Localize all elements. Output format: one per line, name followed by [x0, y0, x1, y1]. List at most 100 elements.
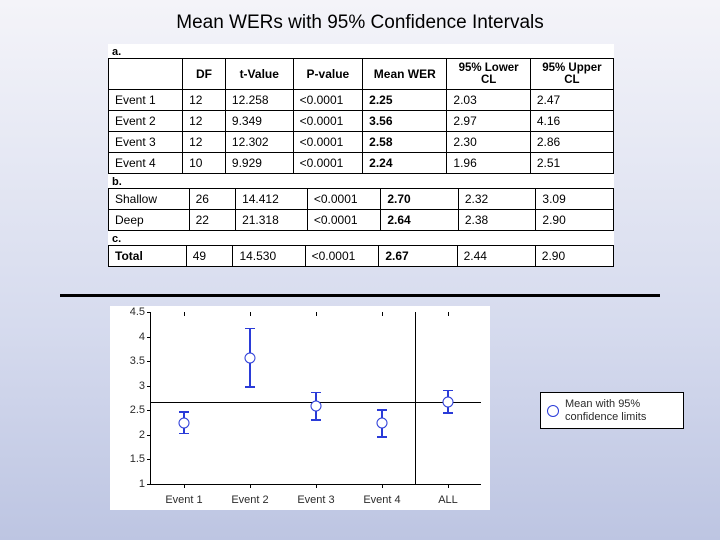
table-section-label: a. — [108, 44, 614, 58]
table-cell: Event 4 — [109, 153, 183, 174]
section-divider — [60, 294, 660, 297]
table-cell: 12.302 — [225, 132, 293, 153]
table-header-cell: t-Value — [225, 59, 293, 90]
x-tick — [382, 484, 383, 488]
table-header-cell: Mean WER — [363, 59, 447, 90]
table-cell: 2.51 — [530, 153, 613, 174]
y-tick-label: 4.5 — [117, 306, 145, 318]
table-section-label: c. — [108, 231, 614, 245]
table-cell: 22 — [189, 210, 235, 231]
x-tick-label: ALL — [438, 494, 458, 506]
x-tick — [316, 312, 317, 316]
page: Mean WERs with 95% Confidence Intervals … — [0, 0, 720, 540]
table-cell: 21.318 — [236, 210, 308, 231]
table-header-cell: P-value — [293, 59, 363, 90]
table-cell: <0.0001 — [293, 90, 363, 111]
table-section-label: b. — [108, 174, 614, 188]
table-cell: Shallow — [109, 189, 190, 210]
table-section: DFt-ValueP-valueMean WER95% LowerCL95% U… — [108, 58, 614, 174]
y-tick-label: 3.5 — [117, 355, 145, 367]
table-cell: 14.412 — [236, 189, 308, 210]
data-point-marker — [245, 353, 256, 364]
table-cell: 2.30 — [447, 132, 530, 153]
data-point-marker — [377, 418, 388, 429]
x-tick-label: Event 2 — [231, 494, 268, 506]
y-tick-label: 2.5 — [117, 404, 145, 416]
x-tick — [448, 312, 449, 316]
stats-table: a.DFt-ValueP-valueMean WER95% LowerCL95%… — [108, 44, 614, 267]
table-cell: 2.58 — [363, 132, 447, 153]
table-cell: Event 3 — [109, 132, 183, 153]
y-tick — [147, 459, 151, 460]
error-cap — [311, 392, 321, 394]
x-tick — [184, 312, 185, 316]
table-cell: <0.0001 — [305, 246, 379, 267]
table-row: Shallow2614.412<0.00012.702.323.09 — [109, 189, 614, 210]
x-tick — [184, 484, 185, 488]
table-cell: 2.90 — [535, 246, 613, 267]
y-tick-label: 3 — [117, 380, 145, 392]
x-tick — [250, 312, 251, 316]
table-header-cell — [109, 59, 183, 90]
table-cell: 2.47 — [530, 90, 613, 111]
table-cell: 12 — [183, 111, 226, 132]
table-cell: 2.38 — [458, 210, 536, 231]
legend-marker-icon — [547, 405, 559, 417]
table-cell: <0.0001 — [293, 153, 363, 174]
table-cell: Event 1 — [109, 90, 183, 111]
y-tick-label: 2 — [117, 429, 145, 441]
table-row: Event 4109.929<0.00012.241.962.51 — [109, 153, 614, 174]
table-cell: <0.0001 — [293, 111, 363, 132]
table-cell: 2.24 — [363, 153, 447, 174]
table-cell: 2.67 — [379, 246, 457, 267]
table-section: Shallow2614.412<0.00012.702.323.09Deep22… — [108, 188, 614, 231]
table-cell: 2.44 — [457, 246, 535, 267]
y-tick — [147, 435, 151, 436]
table-cell: <0.0001 — [307, 210, 381, 231]
error-cap — [179, 411, 189, 413]
x-tick — [316, 484, 317, 488]
error-cap — [179, 433, 189, 435]
table-cell: Deep — [109, 210, 190, 231]
table-row: Deep2221.318<0.00012.642.382.90 — [109, 210, 614, 231]
table-cell: 3.56 — [363, 111, 447, 132]
error-cap — [377, 409, 387, 411]
y-tick — [147, 337, 151, 338]
y-tick — [147, 410, 151, 411]
table-cell: 1.96 — [447, 153, 530, 174]
table-header-cell: 95% LowerCL — [447, 59, 530, 90]
group-separator — [415, 312, 416, 484]
error-cap — [245, 328, 255, 330]
table-cell: 12 — [183, 90, 226, 111]
y-tick — [147, 484, 151, 485]
error-cap — [443, 412, 453, 414]
page-title: Mean WERs with 95% Confidence Intervals — [0, 12, 720, 34]
x-tick — [382, 312, 383, 316]
chart-plot-area: 11.522.533.544.5Event 1Event 2Event 3Eve… — [150, 312, 481, 485]
table-row: Event 31212.302<0.00012.582.302.86 — [109, 132, 614, 153]
table-cell: 2.97 — [447, 111, 530, 132]
table-cell: 2.70 — [381, 189, 459, 210]
x-tick — [250, 484, 251, 488]
table-header-cell: DF — [183, 59, 226, 90]
table-cell: 2.25 — [363, 90, 447, 111]
table-cell: Total — [109, 246, 187, 267]
table-cell: <0.0001 — [307, 189, 381, 210]
table-cell: 9.349 — [225, 111, 293, 132]
x-tick — [448, 484, 449, 488]
table-cell: 4.16 — [530, 111, 613, 132]
table-cell: <0.0001 — [293, 132, 363, 153]
table-cell: 2.32 — [458, 189, 536, 210]
data-point-marker — [311, 401, 322, 412]
table-row: Event 2129.349<0.00013.562.974.16 — [109, 111, 614, 132]
table-cell: 14.530 — [233, 246, 305, 267]
table-section: Total4914.530<0.00012.672.442.90 — [108, 245, 614, 267]
legend-text: Mean with 95% confidence limits — [565, 398, 677, 423]
data-point-marker — [179, 417, 190, 428]
chart-legend: Mean with 95% confidence limits — [540, 392, 684, 429]
data-point-marker — [443, 396, 454, 407]
table-cell: 12 — [183, 132, 226, 153]
table-row: Total4914.530<0.00012.672.442.90 — [109, 246, 614, 267]
table-header-cell: 95% UpperCL — [530, 59, 613, 90]
table-cell: Event 2 — [109, 111, 183, 132]
